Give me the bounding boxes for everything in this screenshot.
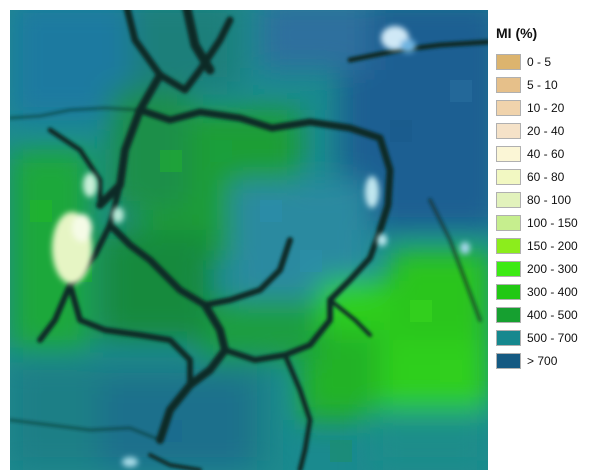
- legend-swatch: [496, 54, 521, 70]
- pixel: [390, 120, 412, 142]
- legend-swatch: [496, 238, 521, 254]
- legend-item: 5 - 10: [496, 73, 596, 96]
- legend-swatch: [496, 169, 521, 185]
- legend: MI (%) 0 - 5 5 - 10 10 - 20 20 - 40 40 - 60 6…: [496, 24, 596, 372]
- legend-item: 10 - 20: [496, 96, 596, 119]
- legend-swatch: [496, 284, 521, 300]
- zone-teal-se: [370, 410, 488, 470]
- pixel: [260, 200, 282, 222]
- pixel: [210, 140, 232, 162]
- legend-swatch: [496, 146, 521, 162]
- top-strip: [0, 0, 596, 10]
- legend-label: 500 - 700: [527, 331, 578, 345]
- pale-patch: [365, 176, 379, 208]
- legend-item: 400 - 500: [496, 303, 596, 326]
- legend-item: 150 - 200: [496, 234, 596, 257]
- legend-label: 20 - 40: [527, 124, 564, 138]
- legend-label: 5 - 10: [527, 78, 558, 92]
- legend-items: 0 - 5 5 - 10 10 - 20 20 - 40 40 - 60 60 - 80 8…: [496, 50, 596, 372]
- legend-item: 20 - 40: [496, 119, 596, 142]
- pixel: [300, 250, 322, 272]
- pale-patch: [83, 173, 97, 197]
- legend-item: > 700: [496, 349, 596, 372]
- raster-map: [10, 0, 488, 470]
- pale-patch: [122, 457, 138, 467]
- raster-map-svg: [10, 0, 488, 470]
- legend-label: 150 - 200: [527, 239, 578, 253]
- pale-patch: [72, 214, 92, 242]
- legend-item: 0 - 5: [496, 50, 596, 73]
- legend-swatch: [496, 330, 521, 346]
- pixel: [410, 300, 432, 322]
- legend-label: 0 - 5: [527, 55, 551, 69]
- legend-swatch: [496, 192, 521, 208]
- zone-dark-green: [100, 230, 210, 340]
- pixel: [330, 440, 352, 462]
- pixel: [30, 200, 52, 222]
- legend-label: 60 - 80: [527, 170, 564, 184]
- legend-label: 80 - 100: [527, 193, 571, 207]
- legend-label: 400 - 500: [527, 308, 578, 322]
- legend-label: 300 - 400: [527, 285, 578, 299]
- legend-item: 200 - 300: [496, 257, 596, 280]
- pale-patch: [400, 39, 416, 53]
- legend-item: 500 - 700: [496, 326, 596, 349]
- pixel: [450, 80, 472, 102]
- pixel: [440, 360, 462, 382]
- legend-item: 60 - 80: [496, 165, 596, 188]
- legend-swatch: [496, 77, 521, 93]
- legend-title: MI (%): [496, 24, 596, 50]
- pixel: [160, 150, 182, 172]
- legend-item: 100 - 150: [496, 211, 596, 234]
- legend-item: 300 - 400: [496, 280, 596, 303]
- legend-swatch: [496, 123, 521, 139]
- pale-patch: [377, 234, 387, 246]
- legend-item: 40 - 60: [496, 142, 596, 165]
- pale-patch: [112, 207, 124, 223]
- legend-item: 80 - 100: [496, 188, 596, 211]
- legend-label: > 700: [527, 354, 557, 368]
- legend-swatch: [496, 261, 521, 277]
- zone-bright-green-se2: [390, 250, 488, 340]
- legend-swatch: [496, 100, 521, 116]
- legend-label: 40 - 60: [527, 147, 564, 161]
- pale-patch: [460, 242, 470, 254]
- legend-label: 100 - 150: [527, 216, 578, 230]
- legend-swatch: [496, 353, 521, 369]
- legend-swatch: [496, 307, 521, 323]
- legend-swatch: [496, 215, 521, 231]
- legend-label: 10 - 20: [527, 101, 564, 115]
- legend-label: 200 - 300: [527, 262, 578, 276]
